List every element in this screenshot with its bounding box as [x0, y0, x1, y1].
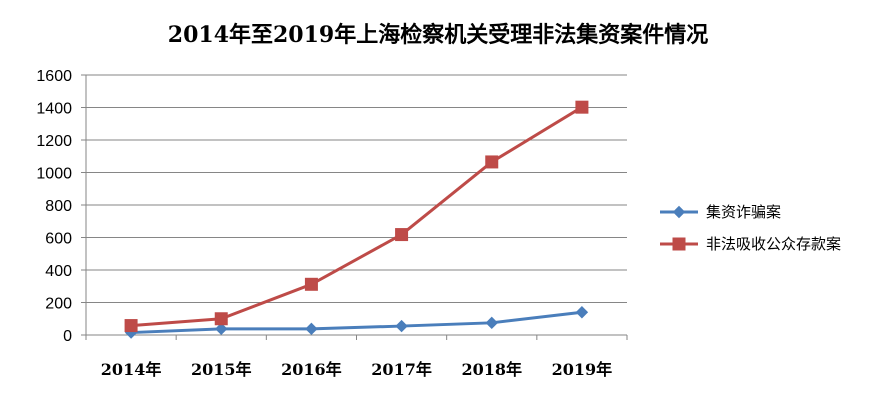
y-tick-label: 1200 [36, 133, 72, 150]
x-tick-label: 2016年 [281, 360, 342, 379]
x-tick-label: 2015年 [191, 360, 252, 379]
x-tick-label: 2017年 [371, 360, 432, 379]
data-point [575, 100, 589, 114]
y-tick-label: 1000 [36, 166, 72, 183]
x-tick-label: 2018年 [461, 360, 522, 379]
y-tick-label: 1600 [36, 68, 72, 85]
data-point [214, 312, 228, 326]
data-point [215, 322, 228, 336]
x-tick-label: 2019年 [552, 360, 613, 379]
data-point [395, 228, 409, 242]
series-0 [124, 306, 589, 339]
data-point [124, 319, 138, 333]
axes [81, 74, 628, 340]
y-tick-label: 0 [63, 328, 72, 345]
legend-marker [672, 237, 686, 251]
gridlines [86, 74, 627, 303]
legend-marker [672, 205, 686, 219]
data-point [304, 277, 318, 291]
data-point [485, 155, 499, 169]
y-tick-label: 400 [45, 263, 72, 280]
y-tick-label: 600 [45, 231, 72, 248]
y-tick-label: 200 [45, 296, 72, 313]
series-line [131, 310, 583, 335]
data-point [305, 322, 318, 336]
legend-label: 集资诈骗案 [706, 203, 781, 221]
legend-entry-1: 非法吸收公众存款案 [660, 235, 841, 253]
y-tick-label: 800 [45, 198, 72, 215]
y-tick-label: 1400 [36, 101, 72, 118]
series [124, 100, 589, 339]
data-point [575, 306, 589, 319]
y-axis-ticks: 0 200 400 600 800 1000 1200 1400 1600 [36, 68, 72, 345]
legend-label: 非法吸收公众存款案 [706, 235, 841, 253]
x-axis-ticks: 2014年 2015年 2016年 2017年 2018年 2019年 [101, 360, 612, 379]
legend-entry-0: 集资诈骗案 [660, 203, 781, 221]
chart-title: 2014年至2019年上海检察机关受理非法集资案件情况 [168, 22, 708, 48]
data-point [395, 319, 408, 333]
data-point [485, 316, 498, 330]
series-1 [124, 100, 589, 333]
x-tick-label: 2014年 [101, 360, 162, 379]
series-line [130, 105, 583, 328]
